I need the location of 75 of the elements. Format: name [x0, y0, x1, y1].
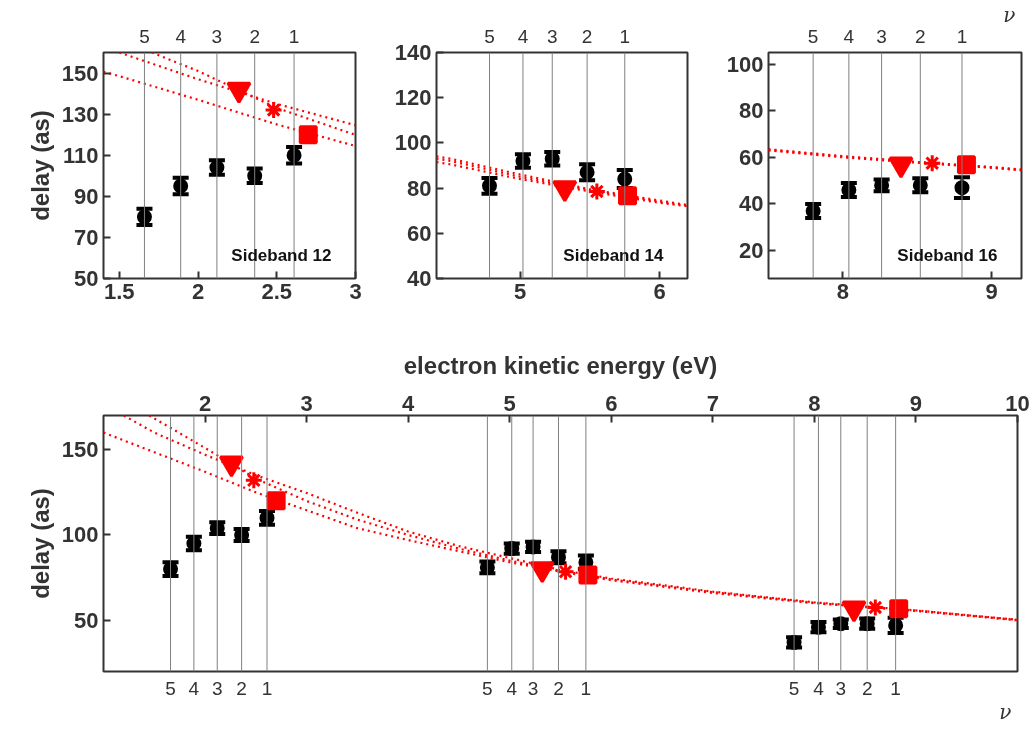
annotation: 1: [580, 677, 592, 699]
x-tick-label: 3: [300, 390, 313, 416]
y-tick-label: 70: [74, 224, 99, 250]
y-tick-label: 90: [74, 183, 99, 209]
annotation: 1: [288, 25, 300, 47]
y-tick-label: 150: [61, 437, 99, 463]
y-tick-label: 50: [74, 266, 99, 291]
annotation: 5: [484, 25, 495, 47]
annotation: 5: [788, 677, 800, 699]
x-tick-label: 8: [808, 390, 821, 416]
annotation: 2: [553, 677, 564, 699]
text: Sideband 12: [231, 245, 332, 265]
annotation: 1: [890, 677, 901, 699]
annotation: 3: [527, 677, 539, 699]
x-tick-label: 2: [191, 278, 205, 304]
annotation: 1: [956, 25, 968, 47]
x-tick-label: 5: [503, 390, 516, 416]
x-tick-label: 9: [909, 390, 923, 416]
y-tick-label: 100: [394, 130, 432, 156]
x-tick-label: 2: [198, 390, 212, 416]
annotation: 2: [861, 677, 873, 699]
y-tick-label: 50: [74, 607, 99, 633]
annotation: 3: [876, 25, 887, 47]
x-tick-label: 2.5: [261, 278, 293, 304]
y-tick-label: 140: [394, 40, 432, 65]
x-axis-title: electron kinetic energy (eV): [403, 351, 718, 379]
x-tick-label: 6: [653, 278, 666, 304]
text: Sideband 16: [897, 245, 998, 265]
y-tick-label: 130: [61, 101, 99, 127]
annotation: 3: [546, 25, 558, 47]
y-tick-label: 80: [739, 98, 764, 124]
annotation: 4: [188, 677, 200, 699]
y-tick-label: 40: [407, 266, 432, 291]
annotation: 5: [139, 25, 150, 47]
annotation: 2: [236, 677, 247, 699]
y-tick-label: 80: [407, 175, 432, 201]
x-tick-label: 8: [836, 278, 850, 304]
annotation: 4: [813, 677, 825, 699]
x-tick-label: 4: [402, 390, 416, 416]
x-tick-label: 10: [1005, 390, 1030, 416]
annotation: 5: [482, 677, 493, 699]
y-tick-label: 100: [726, 51, 764, 77]
annotation: 2: [915, 25, 926, 47]
annotation: 3: [835, 677, 847, 699]
y-axis-title: delay (as): [26, 110, 54, 221]
x-tick-label: 5: [514, 278, 527, 304]
y-tick-label: 110: [63, 142, 99, 168]
y-tick-label: 20: [739, 238, 764, 264]
text: Sideband 14: [563, 245, 665, 265]
annotation: 1: [261, 677, 273, 699]
x-tick-label: 6: [605, 390, 618, 416]
annotation: 4: [843, 25, 855, 47]
annotation: 5: [165, 677, 176, 699]
y-axis-title: delay (as): [26, 488, 54, 599]
x-tick-label: 7: [706, 390, 719, 416]
annotation: 2: [249, 25, 260, 47]
annotation: 5: [807, 25, 819, 47]
x-tick-label: 1.5: [103, 278, 135, 304]
y-tick-label: 150: [61, 60, 99, 86]
text: ν: [999, 699, 1012, 724]
annotation: 3: [211, 677, 223, 699]
annotation: 1: [619, 25, 631, 47]
y-tick-label: 60: [407, 220, 432, 246]
annotation: 2: [581, 25, 593, 47]
annotation: 4: [517, 25, 529, 47]
annotation: 4: [506, 677, 518, 699]
x-tick-label: 3: [349, 278, 362, 304]
y-tick-label: 40: [739, 191, 764, 217]
y-tick-label: 60: [739, 144, 764, 170]
y-tick-label: 120: [394, 85, 432, 111]
text: ν: [1003, 2, 1016, 27]
y-tick-label: 100: [61, 522, 99, 548]
x-tick-label: 9: [985, 278, 998, 304]
annotation: 4: [175, 25, 187, 47]
annotation: 3: [211, 25, 223, 47]
